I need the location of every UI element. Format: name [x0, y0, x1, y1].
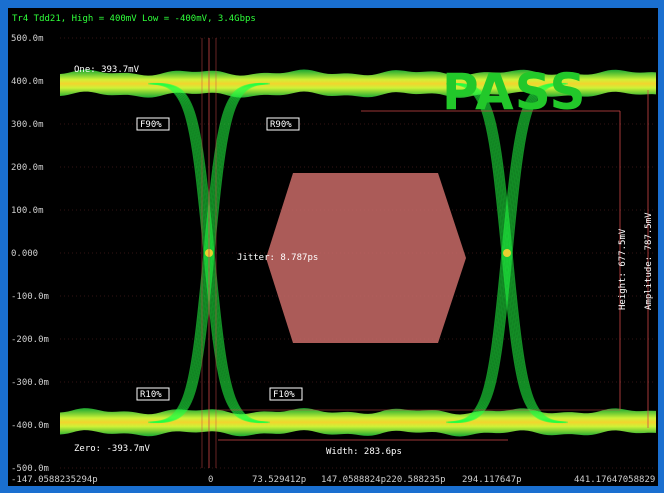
r90-marker: R90% [266, 117, 300, 131]
y-tick-label: 300.0m [11, 120, 44, 130]
x-tick-label: 0 [208, 475, 213, 485]
f90-marker: F90% [136, 117, 170, 131]
y-tick-label: 500.0m [11, 34, 44, 44]
y-tick-label: -200.0m [11, 335, 49, 345]
y-tick-label: 100.0m [11, 206, 44, 216]
y-tick-label: 200.0m [11, 163, 44, 173]
eye-mask [266, 173, 466, 343]
f10-marker: F10% [269, 387, 303, 401]
zero-level-label: Zero: -393.7mV [74, 444, 150, 454]
y-tick-label: -100.0m [11, 292, 49, 302]
x-tick-label: 73.529412p [252, 475, 306, 485]
height-label: Height: 677.5mV [618, 228, 628, 310]
r10-marker: R10% [136, 387, 170, 401]
y-tick-label: -500.0m [11, 464, 49, 474]
pass-status: PASS [442, 63, 587, 121]
y-tick-label: -400.0m [11, 421, 49, 431]
measurement-lines [201, 38, 649, 468]
y-tick-label: 400.0m [11, 77, 44, 87]
x-tick-label: 441.17647058829 [574, 475, 655, 485]
f90-label: F90% [140, 120, 162, 130]
crossing-point [502, 249, 511, 257]
r90-label: R90% [270, 120, 292, 130]
falling-edge-trace [157, 82, 270, 424]
falling-edge-trace [455, 82, 568, 424]
chart-title: Tr4 Tdd21, High = 400mV Low = -400mV, 3.… [12, 14, 256, 24]
falling-edge-trace [446, 82, 559, 424]
x-tick-label: 294.117647p [462, 475, 522, 485]
width-label: Width: 283.6ps [326, 447, 402, 457]
eye-diagram-display: Tr4 Tdd21, High = 400mV Low = -400mV, 3.… [8, 8, 658, 486]
y-tick-label: -300.0m [11, 378, 49, 388]
x-tick-labels: -147.0588235294p 0 73.529412p 147.0588824p 2… [11, 475, 655, 485]
jitter-label: Jitter: 8.787ps [237, 253, 318, 263]
x-tick-label: -147.0588235294p [11, 475, 98, 485]
y-tick-label: 0.000 [11, 249, 38, 259]
y-tick-labels: 500.0m 400.0m 300.0m 200.0m 100.0m 0.000 -100.… [11, 34, 49, 474]
one-level-label: One: 393.7mV [74, 65, 140, 75]
falling-edge-trace [148, 82, 261, 424]
x-tick-label: 147.0588824p [321, 475, 386, 485]
eye-diagram-chart: Tr4 Tdd21, High = 400mV Low = -400mV, 3.… [11, 14, 656, 485]
amplitude-label: Amplitude: 787.5mV [644, 212, 654, 310]
x-tick-label: 220.588235p [386, 475, 446, 485]
r10-label: R10% [140, 390, 162, 400]
f10-label: F10% [273, 390, 295, 400]
